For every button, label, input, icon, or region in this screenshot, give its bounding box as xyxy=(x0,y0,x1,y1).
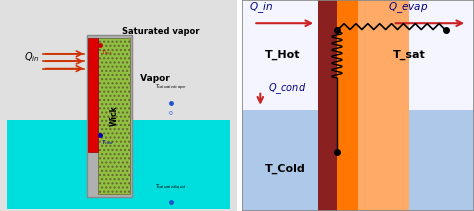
Text: $Q\_in$: $Q\_in$ xyxy=(249,0,273,15)
Bar xyxy=(242,0,474,110)
FancyBboxPatch shape xyxy=(0,0,244,211)
Text: $Q_{in}$: $Q_{in}$ xyxy=(24,50,39,64)
Text: $T_{hot}$: $T_{hot}$ xyxy=(100,49,112,57)
Bar xyxy=(99,38,130,194)
Text: Saturated vapor: Saturated vapor xyxy=(122,27,200,36)
Bar xyxy=(319,0,337,211)
Bar xyxy=(86,35,132,197)
Text: 0: 0 xyxy=(169,111,173,116)
Text: $T_{saturated\,liquid}$: $T_{saturated\,liquid}$ xyxy=(155,183,186,193)
Text: Vapor: Vapor xyxy=(137,74,170,83)
Bar xyxy=(7,120,230,209)
Text: T_Cold: T_Cold xyxy=(265,164,306,174)
Text: $Q\_cond$: $Q\_cond$ xyxy=(268,81,307,96)
Text: T_sat: T_sat xyxy=(392,50,426,60)
Bar xyxy=(88,38,99,152)
Bar xyxy=(337,0,358,211)
Text: $Q\_evap$: $Q\_evap$ xyxy=(388,0,428,15)
Text: $T_{cold}$: $T_{cold}$ xyxy=(100,138,114,147)
Bar xyxy=(358,0,409,211)
Bar xyxy=(242,110,474,211)
Text: Wick: Wick xyxy=(110,106,119,126)
Text: T_Hot: T_Hot xyxy=(265,50,301,60)
Text: $T_{saturated\,vapor}$: $T_{saturated\,vapor}$ xyxy=(155,83,187,93)
